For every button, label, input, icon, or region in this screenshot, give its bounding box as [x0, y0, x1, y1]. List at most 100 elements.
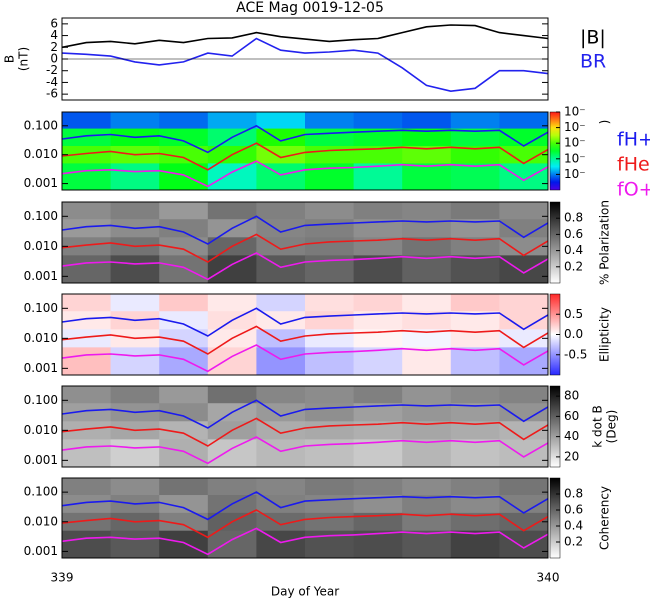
x-tick-label: 339	[51, 571, 74, 585]
heatmap-cell	[353, 347, 403, 375]
heatmap-cell	[110, 294, 160, 312]
heatmap-cell	[305, 478, 355, 496]
legend-label: BR	[580, 51, 606, 73]
heatmap-cell	[499, 478, 548, 496]
heatmap-cell	[402, 237, 452, 256]
series-line	[62, 491, 548, 521]
heatmap-cell	[402, 112, 452, 130]
heatmap-cell	[450, 478, 500, 496]
plot-area	[62, 202, 548, 283]
heatmap-cell	[402, 294, 452, 312]
colorbar-tick-label: 0.4	[564, 243, 583, 257]
series-line	[62, 417, 548, 447]
heatmap-cell	[450, 112, 500, 130]
heatmap-cell	[499, 403, 548, 422]
heatmap-cell	[305, 294, 355, 312]
series-line	[62, 252, 548, 281]
heatmap-cell	[450, 512, 500, 532]
colorbar	[549, 385, 561, 468]
colorbar-tick-label: 0.8	[564, 487, 583, 501]
heatmap-cell	[256, 145, 306, 164]
y-tick-label: 4	[50, 28, 58, 42]
heatmap-cell	[256, 403, 306, 422]
heatmap-cell	[402, 421, 452, 440]
heatmap-cell	[256, 421, 306, 440]
y-tick-label: 0.010	[24, 514, 58, 528]
heatmap-cell	[62, 202, 112, 220]
heatmap-cell	[402, 439, 452, 467]
colorbar-tick-label: 20	[564, 449, 579, 463]
heatmap-cell	[110, 202, 160, 220]
heatmap-cell	[256, 202, 306, 220]
heatmap-cell	[62, 512, 112, 532]
heatmap-cell	[450, 128, 500, 147]
colorbar-tick-label: 60	[564, 409, 579, 423]
heatmap-cell	[256, 163, 306, 190]
heatmap-cell	[305, 421, 355, 440]
heatmap-cell	[62, 112, 112, 130]
colorbar-tick-label: 40	[564, 429, 579, 443]
heatmap-cell	[62, 439, 112, 467]
series-line	[62, 436, 548, 465]
heatmap-cell	[353, 311, 403, 330]
series-line	[62, 344, 548, 373]
heatmap-cell	[450, 255, 500, 283]
heatmap-cell	[62, 386, 112, 404]
colorbar-tick-label: 80	[564, 389, 579, 403]
series-line	[62, 325, 548, 355]
heatmap-cell	[256, 386, 306, 404]
plot-area	[62, 294, 548, 375]
heatmap-cell	[450, 237, 500, 256]
series-line	[62, 37, 548, 93]
series-line	[62, 307, 548, 337]
heatmap-cell	[499, 202, 548, 220]
heatmap-cell	[110, 386, 160, 404]
heatmap-cell	[450, 403, 500, 422]
heatmap-cell	[207, 530, 257, 558]
colorbar-label: Ellipticity	[598, 307, 612, 362]
heatmap-cell	[353, 294, 403, 312]
heatmap-cell	[62, 237, 112, 256]
heatmap-cell	[159, 128, 209, 147]
plot-area	[62, 386, 548, 467]
axes-frame	[61, 293, 549, 376]
heatmap-cell	[353, 237, 403, 256]
heatmap-cell	[256, 512, 306, 532]
heatmap-cell	[499, 347, 548, 375]
heatmap-cell	[353, 202, 403, 220]
heatmap-cell	[256, 329, 306, 348]
heatmap-cell	[62, 163, 112, 190]
series-line	[62, 142, 548, 171]
heatmap-cell	[256, 530, 306, 558]
heatmap-cell	[159, 145, 209, 164]
heatmap-cell	[305, 219, 355, 238]
heatmap-cell	[402, 329, 452, 348]
y-tick-label: 6	[50, 16, 58, 30]
heatmap-cell	[402, 311, 452, 330]
heatmap-cell	[499, 294, 548, 312]
heatmap-cell	[256, 347, 306, 375]
heatmap-cell	[207, 478, 257, 496]
heatmap-cell	[159, 421, 209, 440]
heatmap-cell	[499, 311, 548, 330]
plot-area	[62, 112, 548, 190]
heatmap-cell	[402, 530, 452, 558]
y-tick-label: -4	[46, 75, 58, 89]
heatmap-cell	[305, 386, 355, 404]
colorbar-tick-label: 0.6	[564, 227, 583, 241]
heatmap-cell	[353, 329, 403, 348]
heatmap-cell	[353, 128, 403, 147]
heatmap-cell	[159, 237, 209, 256]
heatmap-cell	[256, 237, 306, 256]
y-tick-label: 0.001	[24, 544, 58, 558]
y-tick-label: 0.010	[24, 147, 58, 161]
heatmap-cell	[305, 112, 355, 130]
heatmap-cell	[450, 163, 500, 190]
heatmap-cell	[256, 219, 306, 238]
x-axis-label: Day of Year	[271, 585, 339, 599]
heatmap-cell	[450, 311, 500, 330]
legend-label: fH+	[617, 129, 650, 151]
y-tick-label: 0.010	[24, 239, 58, 253]
heatmap-cell	[62, 219, 112, 238]
heatmap-cell	[159, 439, 209, 467]
